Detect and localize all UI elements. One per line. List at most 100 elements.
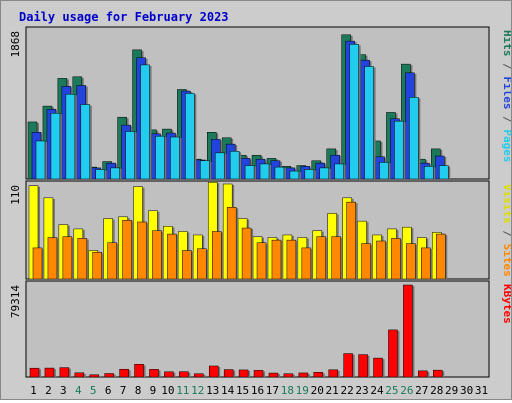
bar-sites-8 (137, 221, 147, 280)
bar-pages-23 (364, 66, 374, 180)
bar-sites-5 (92, 251, 102, 280)
panel-3-background (25, 280, 490, 378)
bar-sites-6 (107, 242, 117, 280)
bar-kbytes-21 (328, 369, 338, 378)
bar-sites-13 (211, 231, 222, 280)
bar-pages-3 (65, 93, 76, 180)
bar-kbytes-25 (388, 329, 398, 378)
x-tick-label-24: 24 (370, 384, 384, 397)
bar-kbytes-22 (343, 353, 353, 378)
bar-kbytes-3 (59, 367, 70, 378)
bar-pages-25 (394, 120, 404, 180)
bar-kbytes-8 (134, 363, 144, 378)
x-tick-label-28: 28 (430, 384, 443, 397)
bar-kbytes-27 (418, 370, 428, 378)
bar-sites-14 (226, 207, 237, 280)
x-tick-label-14: 14 (221, 384, 235, 397)
bar-pages-7 (125, 131, 135, 180)
bar-pages-21 (334, 163, 344, 180)
bar-kbytes-19 (298, 372, 309, 378)
bar-kbytes-6 (104, 373, 114, 378)
bar-pages-2 (50, 112, 61, 180)
bar-sites-20 (316, 236, 327, 280)
bar-kbytes-28 (433, 369, 443, 378)
x-tick-label-12: 12 (191, 384, 204, 397)
bar-sites-18 (286, 239, 297, 280)
bar-kbytes-20 (313, 371, 324, 378)
bar-kbytes-10 (164, 371, 174, 378)
bar-sites-23 (361, 243, 371, 280)
x-tick-label-22: 22 (340, 384, 353, 397)
bar-sites-7 (122, 220, 132, 280)
bar-pages-22 (349, 44, 359, 180)
bar-pages-1 (35, 140, 46, 180)
bar-sites-2 (47, 237, 58, 280)
bar-sites-12 (197, 248, 207, 280)
x-tick-label-18: 18 (281, 384, 294, 397)
bar-kbytes-24 (373, 357, 383, 378)
x-tick-label-3: 3 (60, 384, 67, 397)
bar-kbytes-7 (119, 368, 129, 378)
x-tick-label-19: 19 (296, 384, 309, 397)
x-tick-label-2: 2 (45, 384, 52, 397)
bar-kbytes-5 (89, 374, 99, 378)
bar-kbytes-13 (208, 365, 219, 378)
bar-pages-13 (214, 152, 225, 180)
bar-pages-12 (200, 160, 210, 180)
bar-pages-6 (110, 167, 120, 180)
bar-sites-9 (152, 230, 162, 280)
bar-kbytes-14 (223, 369, 234, 378)
bar-kbytes-12 (194, 373, 204, 378)
bar-pages-26 (409, 97, 419, 180)
bar-kbytes-17 (268, 372, 279, 378)
x-tick-label-21: 21 (326, 384, 339, 397)
bar-pages-11 (185, 93, 195, 180)
x-tick-label-25: 25 (385, 384, 398, 397)
x-tick-label-7: 7 (120, 384, 127, 397)
bar-sites-16 (256, 242, 267, 280)
bar-pages-10 (170, 136, 180, 180)
bar-pages-4 (80, 104, 91, 180)
x-tick-label-16: 16 (251, 384, 264, 397)
bar-pages-16 (259, 163, 270, 180)
panel-3-series-label: KBytes (501, 284, 511, 324)
panel-1-ymax-label: 1868 (9, 31, 22, 58)
bar-pages-17 (274, 166, 285, 180)
panel-2-ymax-label: 110 (9, 185, 22, 205)
bar-sites-21 (331, 236, 341, 280)
bar-pages-14 (229, 151, 240, 180)
bar-kbytes-2 (44, 367, 55, 378)
x-tick-label-1: 1 (30, 384, 37, 397)
bar-kbytes-1 (29, 367, 40, 378)
bar-sites-24 (376, 240, 386, 280)
bar-kbytes-4 (74, 372, 85, 378)
x-tick-label-29: 29 (445, 384, 458, 397)
x-tick-label-11: 11 (176, 384, 189, 397)
bar-pages-19 (304, 169, 315, 180)
bar-sites-4 (77, 238, 88, 280)
bar-sites-19 (301, 247, 312, 280)
x-tick-label-4: 4 (75, 384, 82, 397)
bar-pages-5 (95, 169, 105, 180)
bar-sites-15 (241, 227, 252, 280)
bar-kbytes-9 (149, 369, 159, 378)
panel-3-ymax-label: 79314 (9, 285, 22, 318)
bar-kbytes-11 (179, 371, 189, 378)
x-tick-label-10: 10 (161, 384, 174, 397)
chart-title: Daily usage for February 2023 (19, 10, 229, 24)
x-tick-label-20: 20 (311, 384, 324, 397)
x-tick-label-9: 9 (150, 384, 157, 397)
bar-kbytes-16 (253, 370, 264, 378)
x-tick-label-13: 13 (206, 384, 219, 397)
x-tick-label-23: 23 (355, 384, 368, 397)
panel-1-series-label: Hits / Files / Pages (501, 30, 511, 163)
bar-sites-10 (167, 233, 177, 280)
bar-sites-25 (391, 238, 401, 280)
bar-sites-26 (406, 243, 416, 280)
bar-kbytes-15 (238, 369, 249, 378)
bar-sites-27 (421, 247, 431, 280)
bar-sites-28 (436, 233, 446, 280)
bar-sites-17 (271, 239, 282, 280)
